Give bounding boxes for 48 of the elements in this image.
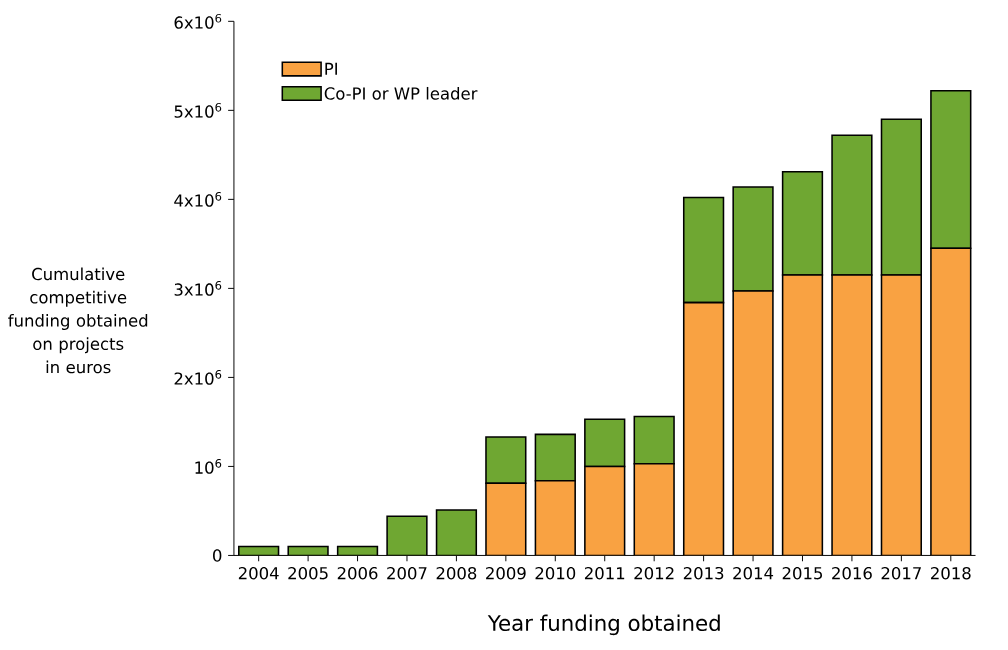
- bar: [732, 185, 774, 292]
- x-tick-label: 2011: [584, 566, 625, 580]
- bar: [584, 465, 626, 556]
- bar: [682, 196, 725, 304]
- x-tick-label: 2014: [733, 566, 774, 580]
- bar: [930, 89, 972, 249]
- bar: [682, 301, 725, 556]
- x-tick-label: 2006: [337, 566, 378, 580]
- bar: [880, 118, 923, 276]
- y-tick-label: 0: [213, 548, 222, 562]
- bar: [930, 247, 972, 556]
- bar: [485, 436, 527, 484]
- bar: [781, 274, 824, 556]
- x-axis-title: Year funding obtained: [487, 614, 720, 635]
- bar: [732, 290, 774, 556]
- x-tick-label: 2005: [288, 566, 328, 580]
- y-tick-label: 5x10$^{6}$: [174, 102, 222, 118]
- x-tick-label: 2004: [238, 566, 279, 580]
- bar: [485, 482, 527, 556]
- bar: [831, 274, 873, 556]
- x-tick-label: 2007: [387, 566, 427, 580]
- y-tick-label: 6x10$^{6}$: [174, 13, 222, 29]
- y-tick-label: 4x10$^{6}$: [174, 191, 222, 207]
- x-tick-label: 2010: [535, 566, 576, 580]
- bar: [386, 515, 428, 556]
- legend-label: Co-PI or WP leader: [324, 86, 478, 100]
- bar: [633, 415, 675, 465]
- x-tick-label: 2018: [931, 566, 971, 580]
- bar: [633, 462, 675, 556]
- legend-label: PI: [325, 62, 337, 75]
- y-tick-label: 10$^{6}$: [195, 458, 222, 474]
- y-tick-label: 2x10$^{6}$: [174, 369, 222, 385]
- bar: [534, 433, 576, 482]
- x-tick-label: 2015: [782, 566, 823, 580]
- x-tick-label: 2017: [881, 566, 921, 580]
- bar: [584, 418, 626, 467]
- bar: [781, 170, 824, 276]
- bar: [435, 509, 478, 556]
- bar: [831, 134, 873, 276]
- x-tick-label: 2013: [683, 566, 724, 580]
- x-tick-label: 2008: [436, 566, 477, 580]
- x-tick-label: 2012: [634, 566, 674, 580]
- y-tick-label: 3x10$^{6}$: [174, 280, 222, 296]
- y-axis-title: Cumulative competitive funding obtained on projects in euros: [8, 267, 148, 374]
- x-tick-label: 2009: [486, 566, 526, 580]
- bar: [534, 479, 576, 556]
- bar: [880, 274, 923, 556]
- x-tick-label: 2016: [832, 566, 872, 580]
